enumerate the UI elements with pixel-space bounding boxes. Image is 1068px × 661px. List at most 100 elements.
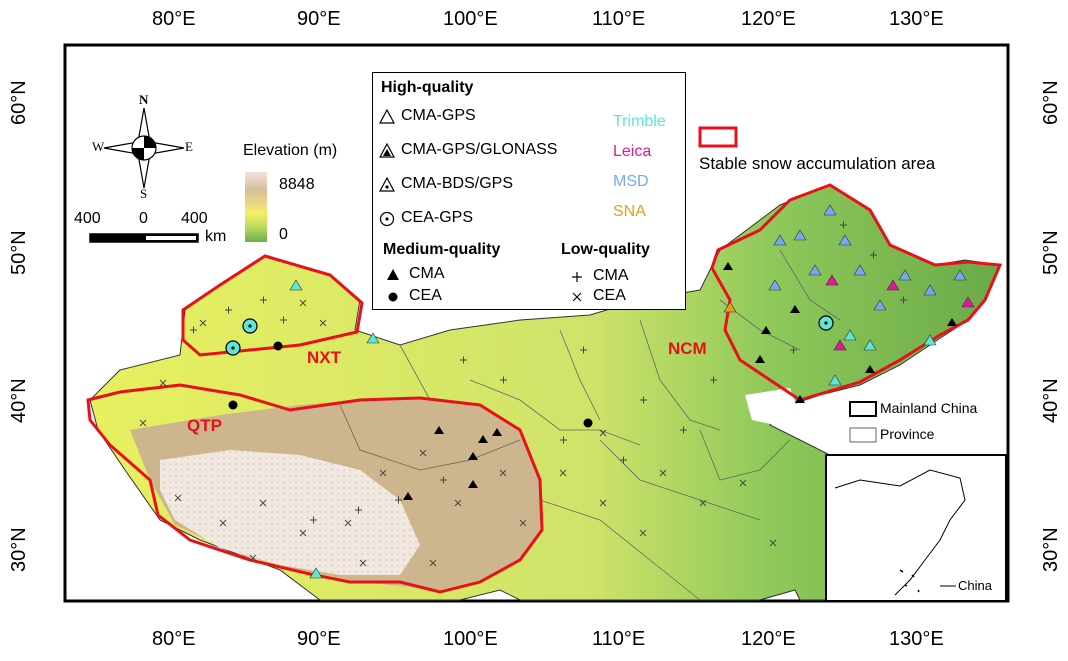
station-sna (723, 301, 737, 313)
lon-tick-100: 100°E (443, 8, 498, 30)
inset-label: China (958, 578, 992, 593)
lon-tick-130-bottom: 130°E (889, 628, 944, 650)
lat-tick-40: 40°N (8, 378, 30, 423)
snow-area-swatch (698, 126, 738, 148)
station-trimble (289, 279, 303, 291)
legend-low-item-1: CMA (593, 267, 629, 284)
lon-tick-80-bottom: 80°E (152, 628, 196, 650)
legend-medium-item-1: CMA (409, 265, 445, 282)
region-label-ncm: NCM (668, 339, 707, 358)
station-medium-cea (273, 341, 283, 351)
legend-brand-leica: Leica (613, 143, 652, 160)
compass-e: E (185, 139, 193, 154)
snow-area-label: Stable snow accumulation area (699, 154, 936, 173)
high-mountains (160, 450, 420, 575)
legend-brand-trimble: Trimble (613, 113, 666, 130)
compass-rose (103, 107, 185, 189)
lon-tick-100-bottom: 100°E (443, 628, 498, 650)
scale-left-label: 400 (74, 210, 101, 227)
station-medium-cea (583, 418, 593, 428)
station-trimble (828, 374, 842, 386)
scale-unit: km (205, 228, 227, 245)
legend-high-item-3: CMA-BDS/GPS (401, 175, 514, 192)
lon-tick-130: 130°E (889, 8, 944, 30)
open-triangle-icon (378, 108, 396, 125)
legend-brand-sna: SNA (613, 203, 646, 220)
station-leica (833, 339, 847, 351)
scale-bar-graphic (89, 233, 199, 243)
lon-tick-90: 90°E (297, 8, 341, 30)
elevation-title: Elevation (m) (243, 142, 338, 159)
station-msd (793, 229, 807, 241)
station-trimble (923, 334, 937, 346)
station-legend: High-quality CMA-GPS CMA-GPS/GLONASS CMA… (372, 72, 686, 310)
province-swatch (849, 427, 877, 443)
ncm-region (710, 183, 1003, 402)
lon-tick-80: 80°E (152, 8, 196, 30)
station-msd (823, 204, 837, 216)
lon-tick-120: 120°E (741, 8, 796, 30)
dot-circle-icon (379, 211, 395, 227)
dot-triangle-icon (378, 176, 396, 193)
station-medium-cea (228, 400, 238, 410)
legend-high-item-1: CMA-GPS (401, 107, 476, 124)
lat-tick-30: 30°N (8, 527, 30, 572)
lat-tick-60-right: 60°N (1040, 80, 1062, 125)
station-msd (768, 279, 782, 291)
province-boundaries (339, 249, 841, 601)
compass-w: W (92, 139, 105, 154)
legend-brand-msd: MSD (613, 173, 649, 190)
station-medium-cma (403, 262, 957, 500)
elevation-min: 0 (279, 226, 288, 243)
bohai-sea (745, 388, 798, 425)
nxt-region (181, 254, 364, 357)
legend-low-item-2: CEA (593, 287, 626, 304)
inset-map (825, 454, 1007, 602)
station-leica (825, 274, 839, 286)
lat-tick-50-right: 50°N (1040, 230, 1062, 275)
station-low-quality (139, 299, 777, 567)
station-leica (886, 279, 900, 291)
qtp-region (86, 383, 544, 594)
station-msd (898, 269, 912, 281)
station-leica (961, 296, 975, 308)
scale-right-label: 400 (181, 210, 208, 227)
region-label-nxt: NXT (307, 348, 341, 367)
legend-province: Province (880, 426, 935, 442)
station-cea-gps (225, 315, 834, 356)
region-label-qtp: QTP (187, 416, 222, 435)
legend-low-title: Low-quality (561, 241, 650, 258)
legend-high-title: High-quality (381, 79, 474, 96)
elevation-max: 8848 (279, 176, 315, 193)
compass-n: N (139, 92, 149, 107)
filled-triangle-icon (385, 267, 401, 283)
station-msd (923, 284, 937, 296)
compass-s: S (140, 186, 148, 201)
legend-medium-item-2: CEA (409, 287, 442, 304)
lon-tick-110: 110°E (592, 8, 646, 30)
lon-tick-110-bottom: 110°E (592, 628, 646, 650)
station-trimble (309, 567, 323, 579)
legend-medium-title: Medium-quality (383, 241, 501, 258)
station-msd (773, 234, 787, 246)
lat-tick-30-right: 30°N (1040, 527, 1062, 572)
plus-icon (569, 269, 585, 285)
station-msd (853, 264, 867, 276)
lat-tick-60: 60°N (8, 80, 30, 125)
station-low-quality-plus (190, 221, 907, 524)
station-msd (953, 269, 967, 281)
lat-tick-40-right: 40°N (1040, 378, 1062, 423)
station-trimble (863, 339, 877, 351)
station-markers (139, 204, 975, 579)
legend-mainland: Mainland China (880, 400, 978, 416)
station-trimble (366, 332, 380, 344)
cross-icon (569, 289, 585, 305)
station-msd (873, 299, 887, 311)
station-msd (838, 234, 852, 246)
filled-circle-icon (385, 289, 401, 305)
lat-tick-50: 50°N (8, 230, 30, 275)
lon-tick-120-bottom: 120°E (741, 628, 796, 650)
station-trimble (843, 329, 857, 341)
lon-tick-90-bottom: 90°E (297, 628, 341, 650)
mainland-swatch (849, 401, 877, 417)
